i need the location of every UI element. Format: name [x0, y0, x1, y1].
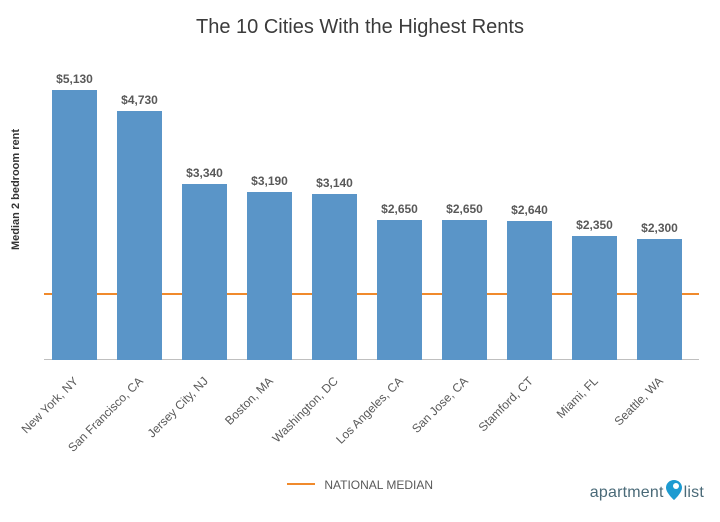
bar: $2,650: [442, 202, 487, 360]
bar-value-label: $5,130: [56, 72, 93, 86]
bar: $2,300: [637, 221, 682, 360]
bar: $2,650: [377, 202, 422, 360]
x-tick-label: Boston, MA: [266, 374, 276, 384]
bar-value-label: $4,730: [121, 93, 158, 107]
bar-rect: [377, 220, 422, 360]
bar: $2,350: [572, 218, 617, 360]
bar-value-label: $2,650: [446, 202, 483, 216]
brand-text-left: apartment: [590, 484, 664, 501]
x-tick-label: San Jose, CA: [461, 374, 471, 384]
brand-logo: apartment list: [590, 479, 704, 502]
chart-title: The 10 Cities With the Highest Rents: [0, 0, 720, 39]
bar-rect: [117, 111, 162, 360]
x-tick-label: Jersey City, NJ: [201, 374, 211, 384]
map-pin-icon: [665, 479, 683, 501]
bar-rect: [637, 239, 682, 360]
x-tick-label: Los Angeles, CA: [396, 374, 406, 384]
bar-rect: [182, 184, 227, 360]
legend-swatch: [287, 483, 315, 485]
bar-value-label: $2,300: [641, 221, 678, 235]
bar-value-label: $2,350: [576, 218, 613, 232]
bar-rect: [442, 220, 487, 360]
bar: $3,140: [312, 176, 357, 360]
bar: $5,130: [52, 72, 97, 360]
x-tick-label: Stamford, CT: [526, 374, 536, 384]
x-tick-label: Miami, FL: [591, 374, 601, 384]
bar-rect: [572, 236, 617, 360]
bar-rect: [507, 221, 552, 360]
y-axis-label: Median 2 bedroom rent: [10, 129, 22, 250]
bar-value-label: $3,140: [316, 176, 353, 190]
x-tick-label: Washington, DC: [331, 374, 341, 384]
bar-rect: [52, 90, 97, 360]
x-tick-label: New York, NY: [71, 374, 81, 384]
bar: $3,190: [247, 174, 292, 360]
bar-value-label: $2,650: [381, 202, 418, 216]
legend-label: NATIONAL MEDIAN: [324, 478, 433, 492]
bar-rect: [312, 194, 357, 360]
bar-value-label: $3,190: [251, 174, 288, 188]
x-tick-label: Seattle, WA: [656, 374, 666, 384]
brand-text-right: list: [684, 484, 704, 501]
bar: $3,340: [182, 166, 227, 360]
bar-value-label: $2,640: [511, 203, 548, 217]
x-tick-label: San Francisco, CA: [136, 374, 146, 384]
plot-area: $5,130 $4,730 $3,340 $3,190 $3,140 $2,650 $2,6…: [44, 70, 699, 360]
bar-value-label: $3,340: [186, 166, 223, 180]
bar: $2,640: [507, 203, 552, 360]
chart-container: The 10 Cities With the Highest Rents Med…: [0, 0, 720, 522]
bar: $4,730: [117, 93, 162, 360]
bar-rect: [247, 192, 292, 360]
